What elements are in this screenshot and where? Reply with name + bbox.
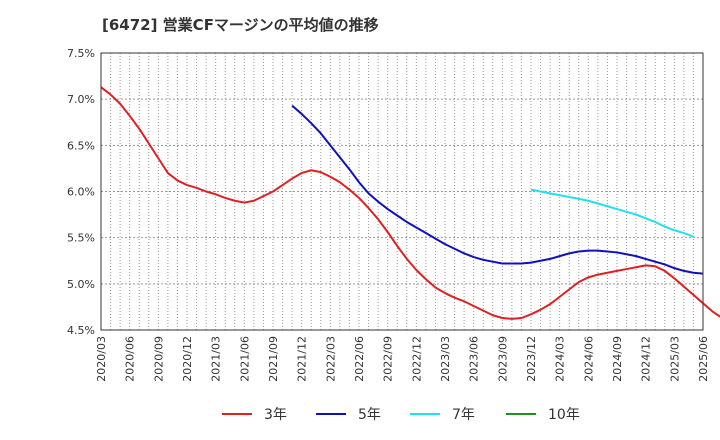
x-tick-label: 2024/06: [582, 336, 595, 382]
x-tick-label: 2023/09: [496, 336, 509, 382]
y-tick-label: 5.5%: [67, 232, 95, 245]
y-tick-label: 5.0%: [67, 278, 95, 291]
series-layer: [100, 86, 720, 320]
series-line: [291, 104, 704, 275]
x-tick-label: 2020/06: [124, 336, 137, 382]
x-tick-label: 2024/12: [640, 336, 653, 382]
x-tick-label: 2021/06: [238, 336, 251, 382]
axis-layer: 4.5% 5.0% 5.5% 6.0% 6.5% 7.0% 7.5% 2020/03 2020/…: [67, 47, 710, 382]
legend-label: 5年: [358, 407, 381, 423]
x-tick-label: 2023/12: [525, 336, 538, 382]
series-line: [100, 86, 720, 320]
x-tick-label: 2023/06: [468, 336, 481, 382]
chart-title: [6472] 営業CFマージンの平均値の推移: [102, 16, 379, 34]
x-tick-label: 2022/06: [353, 336, 366, 382]
series-line: [530, 188, 694, 238]
y-tick-label: 4.5%: [67, 324, 95, 337]
x-tick-label: 2021/09: [267, 336, 280, 382]
x-tick-label: 2020/09: [152, 336, 165, 382]
x-tick-label: 2021/03: [210, 336, 223, 382]
y-tick-label: 6.0%: [67, 186, 95, 199]
y-tick-label: 6.5%: [67, 139, 95, 152]
x-tick-label: 2025/03: [668, 336, 681, 382]
x-tick-label: 2025/06: [697, 336, 710, 382]
y-tick-label: 7.0%: [67, 93, 95, 106]
legend-label: 3年: [264, 407, 287, 423]
x-tick-label: 2022/09: [382, 336, 395, 382]
legend-label: 7年: [452, 407, 475, 423]
x-tick-label: 2024/09: [611, 336, 624, 382]
x-tick-label: 2020/03: [95, 336, 108, 382]
legend-label: 10年: [548, 407, 580, 423]
plot-border: [100, 52, 704, 331]
legend: 3年 5年 7年 10年: [222, 407, 580, 423]
x-tick-label: 2020/12: [181, 336, 194, 382]
x-tick-label: 2022/03: [324, 336, 337, 382]
x-tick-label: 2022/12: [410, 336, 423, 382]
x-tick-label: 2021/12: [296, 336, 309, 382]
x-tick-label: 2023/03: [439, 336, 452, 382]
grid-layer: [101, 53, 703, 330]
x-tick-label: 2024/03: [554, 336, 567, 382]
y-tick-label: 7.5%: [67, 47, 95, 60]
